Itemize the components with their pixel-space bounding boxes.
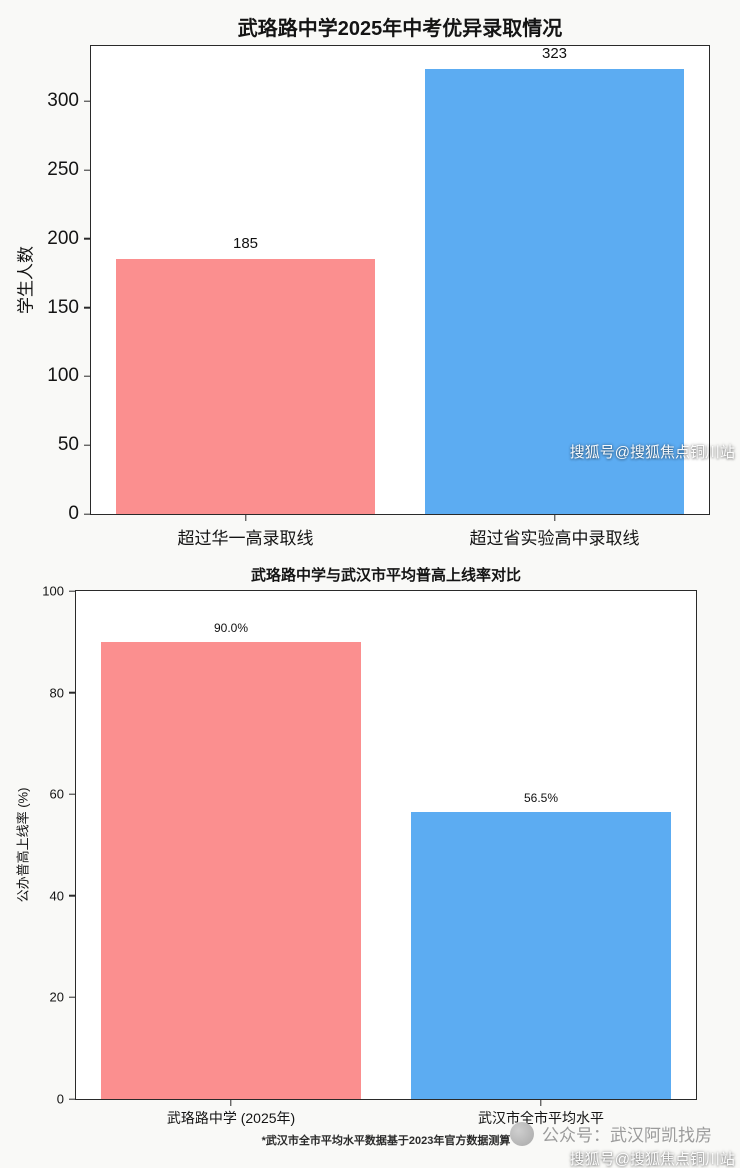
y-tick-label: 100 [42, 583, 64, 599]
watermark-sohu-bottom: 搜狐号@搜狐焦点铜川站 [569, 1151, 735, 1168]
account-logo-icon [510, 1121, 534, 1146]
footnote: *武汉市全市平均水平数据基于2023年官方数据测算 [261, 1135, 511, 1147]
y-tick-label: 250 [47, 158, 79, 180]
bar-value-label: 323 [541, 45, 568, 63]
y-tick-mark [69, 793, 76, 795]
bar [410, 811, 672, 1099]
y-tick-label: 40 [49, 888, 64, 904]
y-tick-mark [84, 513, 91, 515]
y-tick-label: 0 [68, 503, 79, 524]
y-tick-label: 60 [49, 786, 64, 802]
y-tick-mark [69, 996, 76, 999]
bar [100, 641, 362, 1099]
y-tick-mark [69, 895, 76, 897]
bar-value-label: 185 [232, 235, 259, 253]
y-axis-label: 公办普高上线率 (%) [15, 787, 31, 903]
x-tick-mark [540, 1099, 542, 1106]
watermark-account: 公众号：武汉阿凯找房 [510, 1121, 712, 1146]
x-tick-label: 武珞路中学 (2025年) [166, 1110, 296, 1126]
y-tick-mark [84, 169, 91, 171]
bar-value-label: 90.0% [213, 620, 249, 635]
y-tick-mark [69, 590, 76, 592]
y-tick-mark [84, 100, 91, 102]
y-tick-label: 20 [49, 989, 64, 1005]
x-tick-label: 超过华一高录取线 [177, 529, 314, 548]
plot-area: 0 50 100 150 200 250 300 185 超过华一高录取线 323 超过省实验高中录… [47, 45, 710, 548]
chart-title: 武珞路中学2025年中考优异录取情况 [237, 18, 563, 40]
x-tick-label: 武汉市全市平均水平 [478, 1110, 604, 1126]
y-axis-label: 学生人数 [16, 246, 36, 314]
x-tick-mark [553, 514, 556, 521]
watermark-sohu-mid: 搜狐号@搜狐焦点铜川站 [569, 444, 735, 461]
bar [424, 69, 685, 514]
y-tick-label: 50 [57, 434, 79, 456]
x-tick-mark [244, 514, 247, 521]
y-tick-mark [69, 691, 76, 694]
y-tick-mark [69, 1098, 76, 1100]
y-tick-mark [84, 375, 91, 378]
watermark-account-label: 公众号：武汉阿凯找房 [542, 1126, 712, 1145]
plot-area: 0 20 40 60 80 100 90.0% 武珞路中学 (2025年) 56.5% 武汉市全市… [42, 584, 697, 1126]
y-tick-mark [84, 306, 91, 309]
bar [115, 259, 376, 514]
y-tick-label: 300 [47, 90, 79, 112]
x-tick-mark [230, 1099, 232, 1106]
y-tick-label: 100 [47, 365, 79, 387]
chart-title: 武珞路中学与武汉市平均普高上线率对比 [250, 567, 521, 584]
y-tick-label: 150 [47, 296, 79, 318]
y-tick-label: 200 [47, 227, 79, 249]
y-tick-mark [84, 444, 91, 446]
y-tick-label: 80 [49, 685, 64, 701]
y-tick-mark [84, 238, 91, 240]
y-tick-label: 0 [56, 1091, 64, 1107]
bar-value-label: 56.5% [523, 790, 559, 805]
x-tick-label: 超过省实验高中录取线 [469, 529, 640, 548]
